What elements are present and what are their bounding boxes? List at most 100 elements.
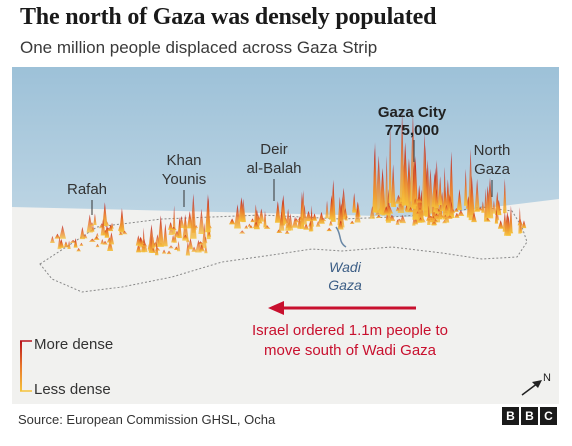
density-spike	[59, 225, 67, 239]
density-spike	[494, 191, 500, 215]
density-spike	[79, 242, 84, 246]
density-spike	[415, 211, 420, 215]
density-spike	[240, 198, 247, 222]
density-spike	[154, 241, 159, 256]
density-spike	[100, 219, 106, 236]
density-spike	[107, 239, 114, 251]
density-spike	[494, 209, 499, 224]
density-spike	[88, 238, 96, 242]
density-spike	[344, 215, 348, 221]
density-spike	[168, 222, 174, 230]
density-spike	[63, 244, 69, 248]
density-spike	[325, 200, 329, 219]
density-spike	[183, 214, 188, 230]
density-spike	[376, 214, 382, 218]
density-spike	[502, 178, 507, 214]
density-spike	[166, 250, 172, 255]
evacuation-note-line2: move south of Wadi Gaza	[264, 342, 437, 359]
density-spike	[395, 219, 400, 225]
density-spike	[497, 220, 504, 229]
density-spike	[466, 195, 470, 218]
density-spike	[79, 226, 86, 240]
density-spike	[86, 214, 93, 233]
label-deir-1: Deir	[260, 141, 288, 158]
density-spike	[390, 164, 396, 207]
density-spike	[354, 207, 361, 223]
density-spike	[446, 214, 453, 219]
density-spike	[397, 196, 405, 214]
density-spike	[438, 176, 443, 206]
density-spike	[250, 218, 255, 223]
density-spike	[440, 191, 445, 212]
density-spike	[173, 233, 177, 243]
bbc-logo: B B C	[502, 407, 557, 425]
density-spike	[404, 205, 408, 212]
density-spike	[382, 206, 390, 215]
density-spike	[384, 155, 389, 213]
density-spike	[431, 216, 436, 221]
density-spike	[483, 188, 488, 222]
source-credit: Source: European Commission GHSL, Ocha	[18, 412, 276, 427]
density-spike	[157, 215, 164, 247]
density-spike	[471, 212, 477, 223]
density-spike	[185, 241, 191, 256]
density-spike	[388, 125, 392, 204]
density-spike	[399, 111, 405, 203]
density-spike	[443, 214, 447, 218]
density-spike	[315, 221, 321, 227]
legend-less-dense: Less dense	[34, 381, 111, 398]
density-spike	[154, 234, 161, 246]
density-spike	[118, 232, 124, 236]
density-spike	[54, 233, 61, 239]
label-khan-younis-2: Younis	[162, 171, 207, 188]
density-spike	[168, 245, 174, 249]
density-spike	[442, 186, 448, 211]
density-spike	[519, 221, 523, 234]
density-spike	[83, 234, 88, 239]
density-spike	[443, 204, 449, 213]
density-spike	[308, 220, 313, 232]
density-spike	[337, 203, 345, 228]
density-spike	[205, 194, 211, 233]
density-spike	[73, 238, 78, 248]
density-spike	[198, 244, 205, 252]
density-spike	[274, 201, 281, 223]
legend-gradient-bar	[20, 341, 22, 391]
density-spike	[121, 230, 128, 235]
density-spike	[263, 210, 267, 228]
density-spike	[303, 223, 310, 230]
density-spike	[76, 247, 81, 252]
density-spike	[372, 142, 378, 213]
density-spike	[276, 228, 283, 234]
density-spike	[504, 211, 511, 236]
bbc-logo-letter: B	[502, 407, 519, 425]
density-spike	[418, 189, 424, 223]
density-spike	[413, 198, 418, 206]
density-spike	[252, 221, 260, 229]
density-spike	[204, 236, 208, 244]
density-spike	[285, 208, 291, 231]
density-spike	[263, 225, 271, 229]
density-spike	[187, 238, 194, 250]
label-gaza-city: Gaza City	[378, 104, 447, 121]
density-spikes	[50, 111, 527, 256]
density-spike	[161, 249, 167, 254]
density-spike	[474, 178, 480, 212]
density-spike	[177, 217, 182, 239]
density-spike	[253, 209, 261, 226]
label-gaza-city-pop: 775,000	[385, 122, 439, 139]
chart-subtitle: One million people displaced across Gaza…	[20, 38, 378, 57]
density-spike	[199, 241, 204, 247]
density-spike	[176, 241, 181, 252]
density-spike	[418, 207, 422, 212]
density-spike	[352, 192, 357, 213]
density-spike	[89, 222, 95, 226]
density-spike	[162, 223, 168, 247]
north-arrow-head	[532, 380, 542, 388]
density-spike	[173, 230, 181, 238]
density-spike	[311, 213, 318, 221]
density-spike	[463, 168, 468, 206]
density-spike	[102, 202, 108, 227]
density-spike	[319, 217, 327, 222]
density-spike	[342, 208, 348, 219]
